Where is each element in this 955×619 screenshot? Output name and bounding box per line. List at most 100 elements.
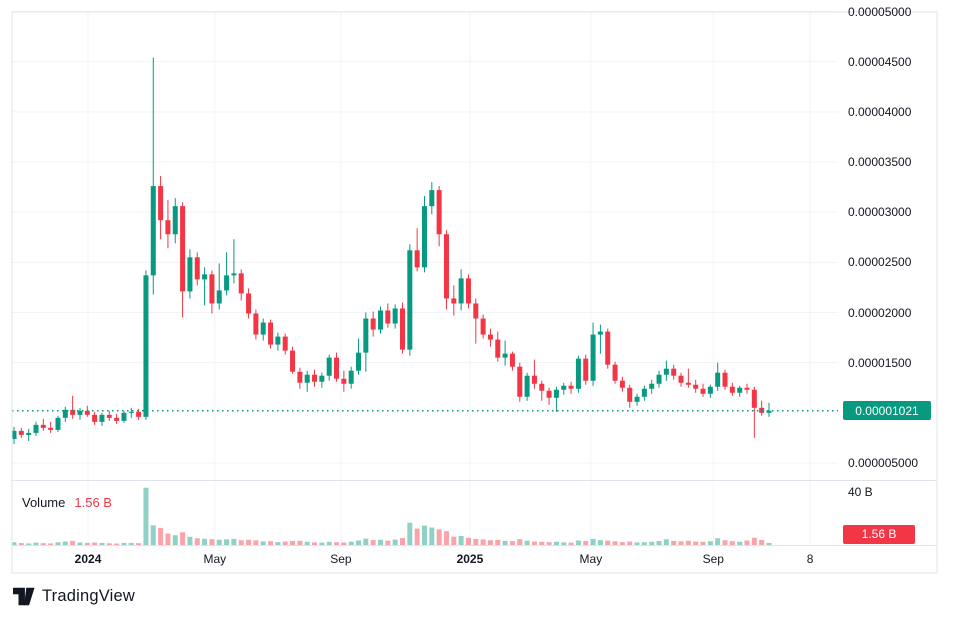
price-tick-label: 0.00002500: [848, 255, 912, 270]
candle: [656, 370, 662, 388]
candle: [385, 303, 391, 328]
volume-bar: [619, 542, 625, 545]
volume-bar: [539, 541, 545, 545]
volume-bar: [722, 540, 728, 545]
candle: [407, 244, 413, 356]
candle: [524, 372, 530, 401]
candle: [253, 309, 259, 340]
candle: [216, 263, 222, 310]
candle: [172, 198, 178, 244]
volume-bar: [399, 538, 405, 545]
candle: [443, 230, 449, 310]
candlestick-chart[interactable]: [0, 0, 955, 580]
volume-bar: [729, 541, 735, 545]
volume-bar: [715, 538, 721, 545]
volume-bar: [194, 538, 200, 545]
volume-bar: [414, 528, 420, 545]
volume-bar: [553, 541, 559, 545]
volume-bar: [612, 541, 618, 545]
volume-bar: [33, 542, 39, 545]
candle: [297, 367, 303, 389]
volume-bar: [363, 538, 369, 545]
volume-bar: [671, 540, 677, 545]
candle: [744, 383, 750, 394]
candle: [480, 314, 486, 339]
candle: [487, 328, 493, 347]
candle: [304, 370, 310, 392]
volume-bar: [378, 539, 383, 545]
volume-bar: [421, 525, 427, 545]
candle: [627, 384, 633, 408]
volume-bar: [48, 543, 54, 545]
candle: [539, 380, 545, 401]
time-tick-label: May: [203, 552, 227, 566]
volume-bar: [370, 540, 376, 545]
candle: [246, 288, 252, 319]
candle: [597, 324, 603, 354]
candle: [326, 354, 332, 381]
volume-bar: [707, 541, 713, 545]
time-tick-label: Sep: [702, 552, 724, 566]
candle: [436, 186, 442, 247]
candle: [729, 382, 735, 396]
volume-bar: [40, 543, 46, 545]
volume-bar: [282, 541, 288, 545]
candle: [290, 346, 296, 374]
candle: [649, 379, 655, 394]
volume-bars: [11, 487, 772, 545]
volume-bar: [451, 536, 457, 545]
volume-bar: [92, 542, 98, 545]
candle: [517, 362, 523, 402]
candle: [583, 354, 589, 385]
candle: [502, 340, 508, 366]
volume-bar: [700, 541, 706, 545]
volume-bar: [649, 541, 655, 545]
candle: [224, 252, 230, 296]
candle: [121, 410, 127, 423]
volume-legend-title[interactable]: Volume: [22, 495, 66, 510]
candle: [370, 311, 376, 337]
volume-bar: [165, 533, 171, 545]
volume-bar: [18, 543, 24, 545]
volume-bar: [487, 540, 493, 545]
candle: [685, 368, 691, 388]
volume-bar: [62, 541, 68, 545]
volume-bar: [172, 535, 178, 545]
volume-bar: [766, 542, 772, 545]
volume-badge-label: 1.56 B: [861, 527, 897, 541]
gridlines: [12, 11, 838, 545]
price-tick-label: 0.00001500: [848, 355, 912, 370]
candle: [451, 285, 457, 316]
candle: [143, 270, 149, 420]
volume-bar: [678, 541, 684, 545]
candle: [553, 386, 559, 412]
volume-bar: [737, 541, 743, 545]
candle: [473, 298, 479, 344]
candle: [751, 386, 757, 438]
candle: [128, 407, 134, 418]
volume-bar: [443, 531, 449, 545]
volume-bar: [238, 540, 244, 545]
candle: [48, 421, 54, 433]
volume-bar: [583, 541, 589, 545]
candle: [678, 372, 684, 387]
volume-bar: [136, 543, 142, 545]
candle: [465, 274, 471, 309]
chart-area[interactable]: Volume 1.56 B 0.00005000 0.00004500 0.00004…: [0, 0, 955, 580]
candle: [194, 252, 200, 286]
candle: [158, 176, 164, 240]
volume-bar: [231, 538, 237, 545]
price-tick-label: 0.00005000: [848, 4, 912, 19]
volume-bar: [605, 540, 611, 545]
volume-bar: [70, 540, 76, 545]
volume-bar: [99, 543, 105, 545]
volume-bar: [663, 539, 669, 545]
volume-bar: [319, 542, 325, 545]
volume-bar: [458, 535, 464, 545]
candle: [399, 302, 405, 354]
tradingview-logo[interactable]: TradingView: [13, 587, 135, 606]
volume-bar: [429, 527, 435, 545]
volume-tick-label: 40 B: [848, 485, 873, 499]
volume-bar: [180, 532, 186, 545]
price-tick-label: 0.00003000: [848, 205, 912, 220]
